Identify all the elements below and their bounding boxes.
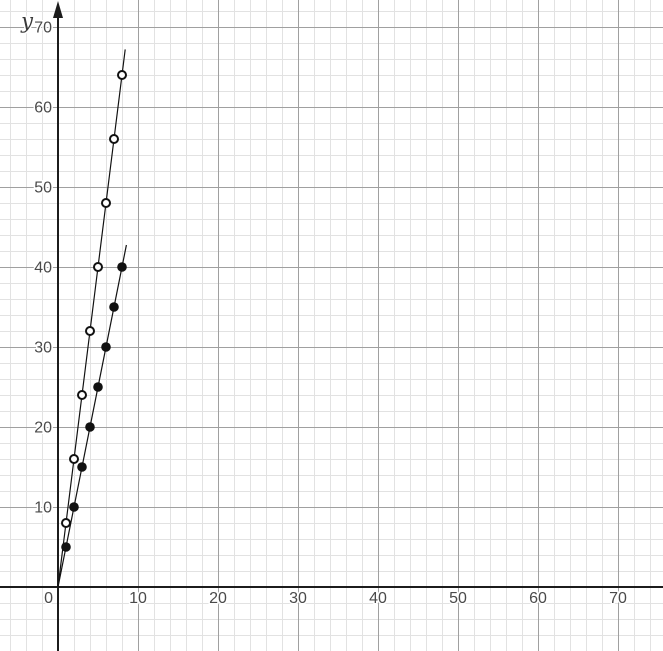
data-point-open	[61, 518, 71, 528]
data-point-filled	[93, 382, 103, 392]
x-tick-label: 50	[449, 590, 467, 607]
x-tick-label: 30	[289, 590, 307, 607]
x-tick-label: 10	[129, 590, 147, 607]
data-point-filled	[85, 422, 95, 432]
data-point-open	[85, 326, 95, 336]
series-steeper-line-open-points	[57, 49, 127, 588]
data-point-open	[101, 198, 111, 208]
y-axis-arrow-icon	[53, 1, 63, 18]
data-point-filled	[61, 542, 71, 552]
data-point-filled	[117, 262, 127, 272]
series-line	[57, 244, 127, 588]
series-shallower-line-filled-points	[57, 244, 127, 588]
x-tick-label: 60	[529, 590, 547, 607]
data-point-filled	[109, 302, 119, 312]
origin-label: 0	[44, 590, 53, 607]
data-point-open	[77, 390, 87, 400]
y-tick-label: 50	[34, 180, 52, 197]
y-tick-label: 40	[34, 260, 52, 277]
y-tick-label: 20	[34, 420, 52, 437]
y-axis-label: y	[20, 9, 34, 33]
y-tick-label: 60	[34, 100, 52, 117]
x-tick-label: 20	[209, 590, 227, 607]
data-point-open	[93, 262, 103, 272]
data-point-filled	[69, 502, 79, 512]
data-point-filled	[77, 462, 87, 472]
tick-labels: 10 20 30 40 50 60 70 10 20 30 40 50 60 70 0	[33, 18, 629, 609]
x-tick-label: 40	[369, 590, 387, 607]
y-tick-label: 10	[34, 500, 52, 517]
data-point-open	[69, 454, 79, 464]
y-tick-label: 70	[34, 20, 52, 37]
x-tick-label: 70	[609, 590, 627, 607]
data-point-open	[117, 70, 127, 80]
data-point-open	[109, 134, 119, 144]
data-point-filled	[101, 342, 111, 352]
y-tick-label: 30	[34, 340, 52, 357]
